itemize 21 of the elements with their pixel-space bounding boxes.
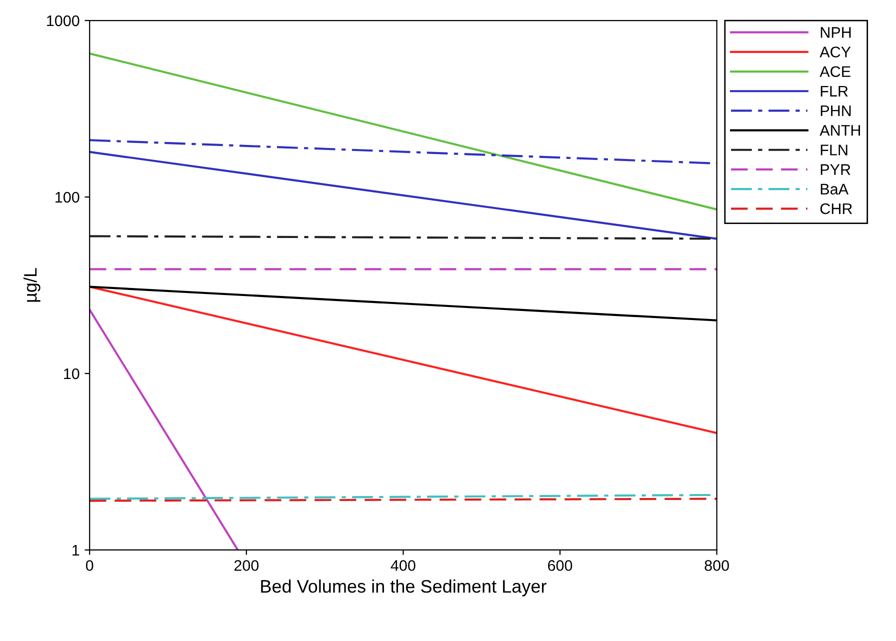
y-tick-label: 100 xyxy=(56,192,80,203)
x-tick-label: 600 xyxy=(548,560,572,571)
x-tick-label: 400 xyxy=(390,560,416,571)
legend-label: ACY xyxy=(820,46,851,58)
legend-label: ACE xyxy=(820,66,850,78)
x-tick-label: 800 xyxy=(704,560,729,571)
legend-label: PHN xyxy=(820,106,851,116)
legend-label: PYR xyxy=(820,164,850,175)
x-tick-label: 200 xyxy=(234,560,259,571)
legend-label: FLN xyxy=(820,144,848,156)
x-axis-title: Bed Volumes in the Sediment Layer xyxy=(261,580,546,596)
y-tick-label: 1 xyxy=(72,545,80,556)
y-axis-title: µg/L xyxy=(24,268,40,302)
x-tick-label: 0 xyxy=(86,560,94,571)
y-tick-label: 1000 xyxy=(47,15,80,26)
y-tick-label: 10 xyxy=(64,368,80,380)
legend-label: ANTH xyxy=(820,125,860,136)
legend-label: CHR xyxy=(820,203,852,214)
legend-label: NPH xyxy=(820,27,851,38)
legend-label: FLR xyxy=(820,86,848,96)
legend-label: BaA xyxy=(820,184,848,195)
